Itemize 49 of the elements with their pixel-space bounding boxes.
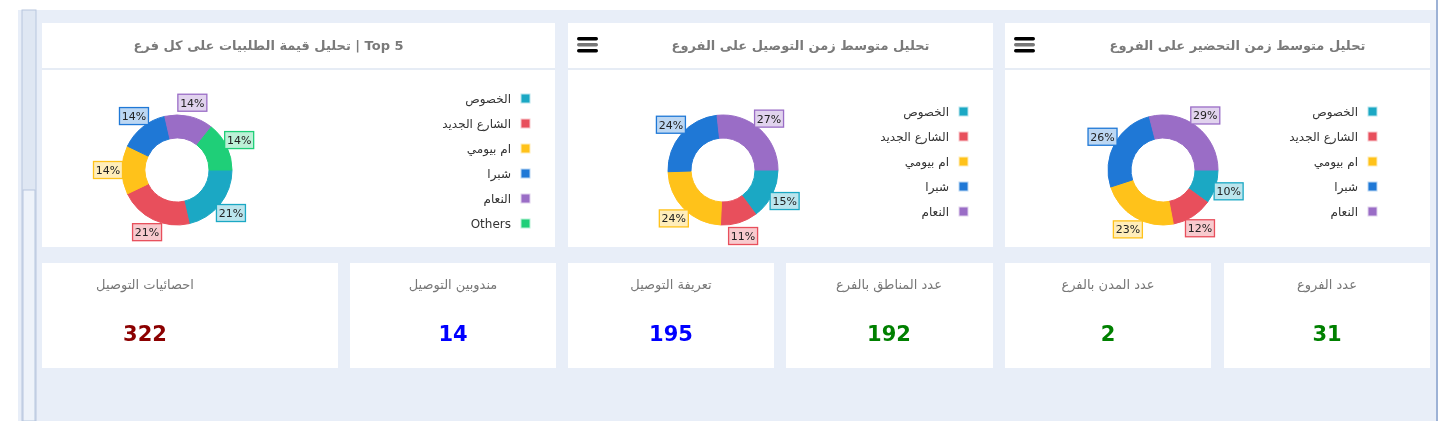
category-label: عدد المدن بالفرع	[1061, 277, 1155, 293]
data-label: 14	[438, 322, 468, 346]
category-label: عدد الفروع	[1297, 277, 1357, 293]
data-label: 14%	[180, 96, 205, 110]
data-label: 14%	[121, 110, 147, 124]
data-label: 11%	[730, 230, 756, 244]
legend-label: النعام	[483, 192, 511, 206]
legend-label: الخصوص	[1312, 105, 1358, 120]
category-label: مندوبين التوصيل	[408, 277, 498, 293]
legend-label: شبرا	[487, 167, 511, 182]
data-label: 192	[867, 322, 911, 346]
legend-label: شبرا	[1334, 180, 1358, 195]
category-label: تعريفة التوصيل	[630, 277, 713, 293]
category-label: عدد المناطق بالفرع	[836, 277, 942, 293]
legend-label: الخصوص	[465, 92, 511, 107]
legend-label: ام بيومي	[1313, 155, 1358, 170]
data-label: 14%	[95, 164, 121, 177]
data-label: 23%	[1115, 223, 1141, 237]
donut-slice	[719, 195, 757, 226]
legend-label: الشارع الجديد	[880, 130, 949, 145]
legend-label: Others	[470, 217, 511, 231]
data-label: 322	[123, 322, 167, 346]
data-label: 12%	[1187, 222, 1213, 236]
legend-label: شبرا	[925, 180, 949, 195]
data-label: 2	[1100, 322, 1116, 346]
data-label: 15%	[772, 195, 797, 209]
data-label: 10%	[1216, 185, 1241, 199]
legend-label: الشارع الجديد	[1289, 130, 1358, 145]
data-label: 14%	[226, 134, 252, 148]
data-label: 21%	[218, 207, 244, 221]
donut-slice	[164, 114, 212, 146]
category-label: احصائيات التوصيل	[96, 277, 194, 293]
legend-label: ام بيومي	[904, 155, 949, 170]
legend-label: الخصوص	[903, 105, 949, 120]
chart-title: تحليل متوسط زمن التوصيل على الفروع	[671, 38, 930, 53]
legend-label: الشارع الجديد	[442, 117, 511, 132]
legend-label: ام بيومي	[466, 142, 511, 157]
data-label: 31	[1312, 322, 1342, 346]
data-label: 29%	[1193, 109, 1218, 123]
data-label: 24%	[661, 212, 687, 226]
data-label: 195	[649, 322, 693, 346]
data-label: 21%	[134, 226, 160, 240]
chart-title: تحليل متوسط زمن التحضير على الفروع	[1109, 38, 1366, 53]
data-label: 27%	[756, 112, 782, 126]
legend-label: النعام	[1330, 205, 1358, 219]
legend-label: النعام	[921, 205, 949, 219]
chart-title: Top 5 | تحليل قيمة الطلبيات على كل فرع	[133, 38, 404, 53]
data-label: 24%	[658, 118, 684, 132]
data-label: 26%	[1090, 130, 1115, 144]
